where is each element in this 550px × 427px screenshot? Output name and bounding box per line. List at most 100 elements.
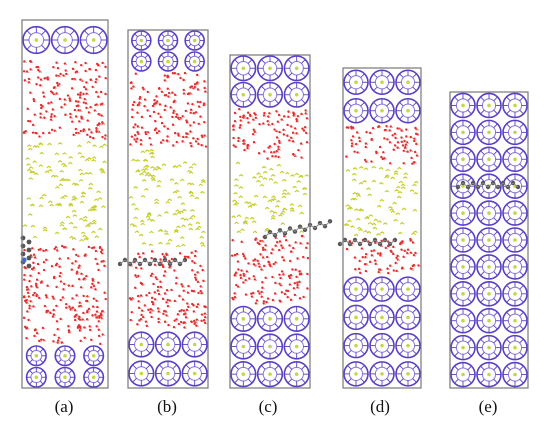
water-hydrogen (297, 133, 299, 135)
water-hydrogen (205, 81, 207, 83)
water-hydrogen (259, 153, 262, 155)
water-molecule (266, 255, 269, 259)
water-molecule (33, 291, 36, 295)
water-molecule (30, 285, 33, 288)
oil-molecule (276, 163, 282, 167)
water-hydrogen (233, 255, 235, 258)
water-hydrogen (94, 286, 97, 288)
water-hydrogen (54, 278, 57, 280)
water-molecule (173, 131, 177, 135)
zeolite-cation (406, 80, 410, 85)
panel-label-b: (b) (157, 397, 177, 416)
water-molecule (289, 250, 293, 253)
water-hydrogen (239, 138, 241, 140)
oil-molecule (275, 199, 281, 203)
oil-molecule (181, 224, 186, 228)
water-molecule (389, 264, 392, 267)
water-molecule (280, 291, 284, 294)
water-hydrogen (279, 146, 281, 149)
oil-molecule (62, 194, 68, 198)
zeolite-bond (260, 309, 266, 315)
water-hydrogen (33, 248, 35, 250)
water-molecule (411, 241, 415, 244)
water-hydrogen (295, 295, 298, 297)
water-molecule (278, 141, 281, 144)
water-molecule (364, 252, 368, 256)
oil-molecule (91, 156, 97, 159)
zeolite-bond (274, 323, 280, 328)
water-hydrogen (306, 110, 308, 112)
water-hydrogen (150, 293, 152, 295)
water-molecule (263, 111, 266, 115)
water-molecule (184, 312, 187, 315)
oil-molecule (79, 172, 85, 176)
water-molecule (87, 307, 91, 311)
zeolite-bond (347, 365, 352, 370)
water-molecule (52, 276, 56, 280)
water-hydrogen (103, 63, 105, 65)
zeolite-bond (287, 72, 293, 78)
water-hydrogen (140, 102, 142, 105)
water-molecule (240, 240, 243, 244)
zeolite-bond (187, 43, 192, 48)
water-molecule (345, 155, 348, 158)
oil-molecule (46, 165, 52, 169)
water-hydrogen (202, 314, 205, 317)
water-molecule (268, 145, 272, 148)
water-hydrogen (142, 283, 145, 286)
water-molecule (145, 294, 148, 297)
water-molecule (235, 252, 239, 256)
water-hydrogen (89, 309, 92, 311)
oil-molecule (144, 173, 150, 177)
water-molecule (293, 127, 297, 130)
water-molecule (176, 116, 180, 120)
water-hydrogen (133, 104, 136, 107)
water-hydrogen (58, 329, 61, 331)
water-hydrogen (379, 126, 382, 128)
water-hydrogen (86, 71, 88, 73)
water-molecule (61, 296, 65, 299)
water-molecule (140, 309, 144, 312)
water-hydrogen (288, 297, 290, 299)
oil-molecule (343, 223, 349, 226)
molecule-bond (129, 259, 136, 265)
oil-molecule (145, 149, 150, 153)
water-hydrogen (73, 88, 75, 90)
zeolite-bond (132, 377, 137, 383)
water-hydrogen (294, 154, 296, 156)
water-hydrogen (376, 242, 378, 245)
water-hydrogen (158, 290, 161, 293)
water-hydrogen (380, 147, 383, 149)
water-hydrogen (170, 300, 173, 303)
water-molecule (180, 309, 183, 312)
oil-molecule (294, 172, 300, 176)
zeolite-bond (26, 30, 32, 36)
oil-molecule (38, 204, 44, 208)
water-molecule (58, 265, 61, 268)
water-molecule (299, 272, 303, 276)
water-hydrogen (162, 91, 165, 94)
oil-molecule (393, 172, 399, 175)
water-molecule (38, 135, 41, 138)
zeolite-bond (454, 231, 459, 236)
oil-molecule (384, 174, 390, 177)
water-hydrogen (198, 89, 201, 91)
water-molecule (26, 310, 29, 313)
water-hydrogen (184, 314, 187, 316)
oil-molecule (138, 233, 144, 237)
water-molecule (148, 291, 151, 295)
water-hydrogen (195, 84, 198, 86)
water-hydrogen (301, 243, 303, 245)
oil-molecule (143, 167, 149, 171)
zeolite-bond (506, 217, 511, 222)
water-molecule (252, 291, 255, 295)
oil-molecule (403, 172, 409, 176)
zeolite-cation (487, 238, 491, 242)
water-hydrogen (266, 277, 268, 280)
zeolite-cation (268, 66, 272, 71)
water-hydrogen (179, 135, 181, 138)
water-molecule (149, 274, 153, 277)
water-hydrogen (102, 251, 104, 254)
oil-molecule (88, 221, 93, 225)
water-molecule (278, 240, 282, 243)
